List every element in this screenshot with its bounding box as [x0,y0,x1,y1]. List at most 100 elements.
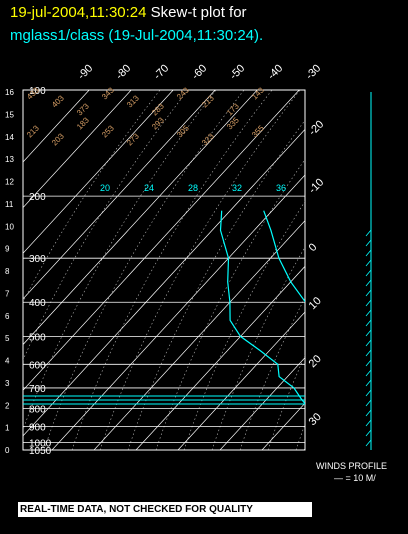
isotherm-label-right: -20 [307,118,327,138]
altitude-tick-label: 2 [5,401,10,410]
isotherm-line [219,357,305,450]
adiabat-line [211,246,305,450]
wind-barb [365,389,372,397]
wind-barb [365,349,372,357]
quality-disclaimer: REAL-TIME DATA, NOT CHECKED FOR QUALITY [18,502,312,517]
wind-barb [365,339,372,347]
altitude-tick-label: 3 [5,379,10,388]
adiabat-label: 213 [25,123,41,139]
wind-barb [365,379,372,387]
isotherm-line [346,90,408,450]
adiabat-label: 355 [250,123,266,139]
pressure-label: 300 [29,254,46,265]
pressure-label: 1050 [29,446,52,457]
axis-labels: 1002003004005006007008009001000105016151… [5,62,326,457]
altitude-tick-label: 16 [5,88,14,97]
adiabat-label: 243 [175,85,191,101]
mixing-ratio-label: 32 [232,183,242,193]
wind-barb [365,329,372,337]
profiles [23,210,305,405]
adiabat-line [71,90,273,450]
isotherm-label-right: 10 [307,295,324,312]
adiabat-line [99,90,301,450]
adiabat-label: 293 [150,115,166,131]
grid-lines [23,90,408,450]
title-rest: Skew-t plot for [150,4,247,21]
adiabat-label: 323 [200,131,216,147]
adiabat-label: 335 [225,115,241,131]
altitude-tick-label: 5 [5,334,10,343]
altitude-tick-label: 8 [5,267,10,276]
mixing-ratio-label: 28 [188,183,198,193]
adiabat-label: 253 [100,123,116,139]
isotherm-line [23,90,132,209]
wind-barb [365,249,372,257]
wind-barb [365,269,372,277]
pressure-label: 100 [29,86,46,97]
isotherm-label-top: -50 [228,62,248,82]
adiabat-label: 203 [50,131,66,147]
adiabat-label: 173 [225,101,241,117]
isotherm-line [23,128,305,437]
isotherm-line [51,174,305,450]
adiabat-line [23,90,217,431]
adiabat-line [23,90,161,303]
wind-barb [365,439,372,447]
wind-barb [365,419,372,427]
isotherm-label-top: -40 [266,62,286,82]
temperature-profile-line [263,210,305,303]
adiabat-line [295,423,305,450]
isotherm-line [303,448,305,450]
adiabat-line [380,90,408,450]
wind-barb [365,409,372,417]
title-line-2: mglass1/class (19-Jul-2004,11:30:24). [10,27,264,44]
adiabat-label: 143 [250,85,266,101]
altitude-tick-label: 9 [5,245,10,254]
isotherm-label-top: -70 [152,62,172,82]
wind-barb [365,299,372,307]
mixing-ratio-label: 24 [144,183,154,193]
wind-barb [365,359,372,367]
isotherm-label-right: 0 [307,241,320,254]
altitude-tick-label: 15 [5,110,14,119]
adiabat-line [183,200,305,450]
wind-barb [365,319,372,327]
altitude-tick-label: 11 [5,200,14,209]
adiabat-label: 403 [50,93,66,109]
adiabat-label: 213 [200,93,216,109]
isotherm-line [23,90,216,300]
isotherm-line [93,220,305,450]
winds-profile-label: WINDS PROFILE [316,461,387,471]
mixing-ratio-label: 36 [276,183,286,193]
wind-barb [365,279,372,287]
adiabat-label: 183 [75,115,91,131]
adiabat-label: 273 [125,131,141,147]
wind-barb [365,239,372,247]
altitude-tick-label: 1 [5,424,10,433]
pressure-label: 400 [29,298,46,309]
adiabat-line [43,90,245,450]
isotherm-line [23,90,90,163]
altitude-tick-label: 6 [5,312,10,321]
wind-barbs [365,229,372,447]
isotherm-label-top: -30 [304,62,324,82]
altitude-tick-label: 0 [5,446,10,455]
altitude-tick-label: 10 [5,222,14,231]
wind-barb [365,369,372,377]
adiabat-label: 343 [100,85,116,101]
wind-barb [365,399,372,407]
pressure-label: 800 [29,404,46,415]
adiabat-line [23,90,189,361]
title-date: 19-jul-2004,11:30:24 [10,4,147,21]
wind-barb [365,289,372,297]
adiabat-line [352,90,408,450]
dewpoint-profile-line [219,210,305,405]
isotherm-label-top: -80 [114,62,134,82]
pressure-label: 1000 [29,439,52,450]
pressure-label: 700 [29,384,46,395]
altitude-tick-label: 12 [5,178,14,187]
adiabat-label: 283 [150,101,166,117]
pressure-lines [23,89,305,451]
adiabat-label: 373 [75,101,91,117]
